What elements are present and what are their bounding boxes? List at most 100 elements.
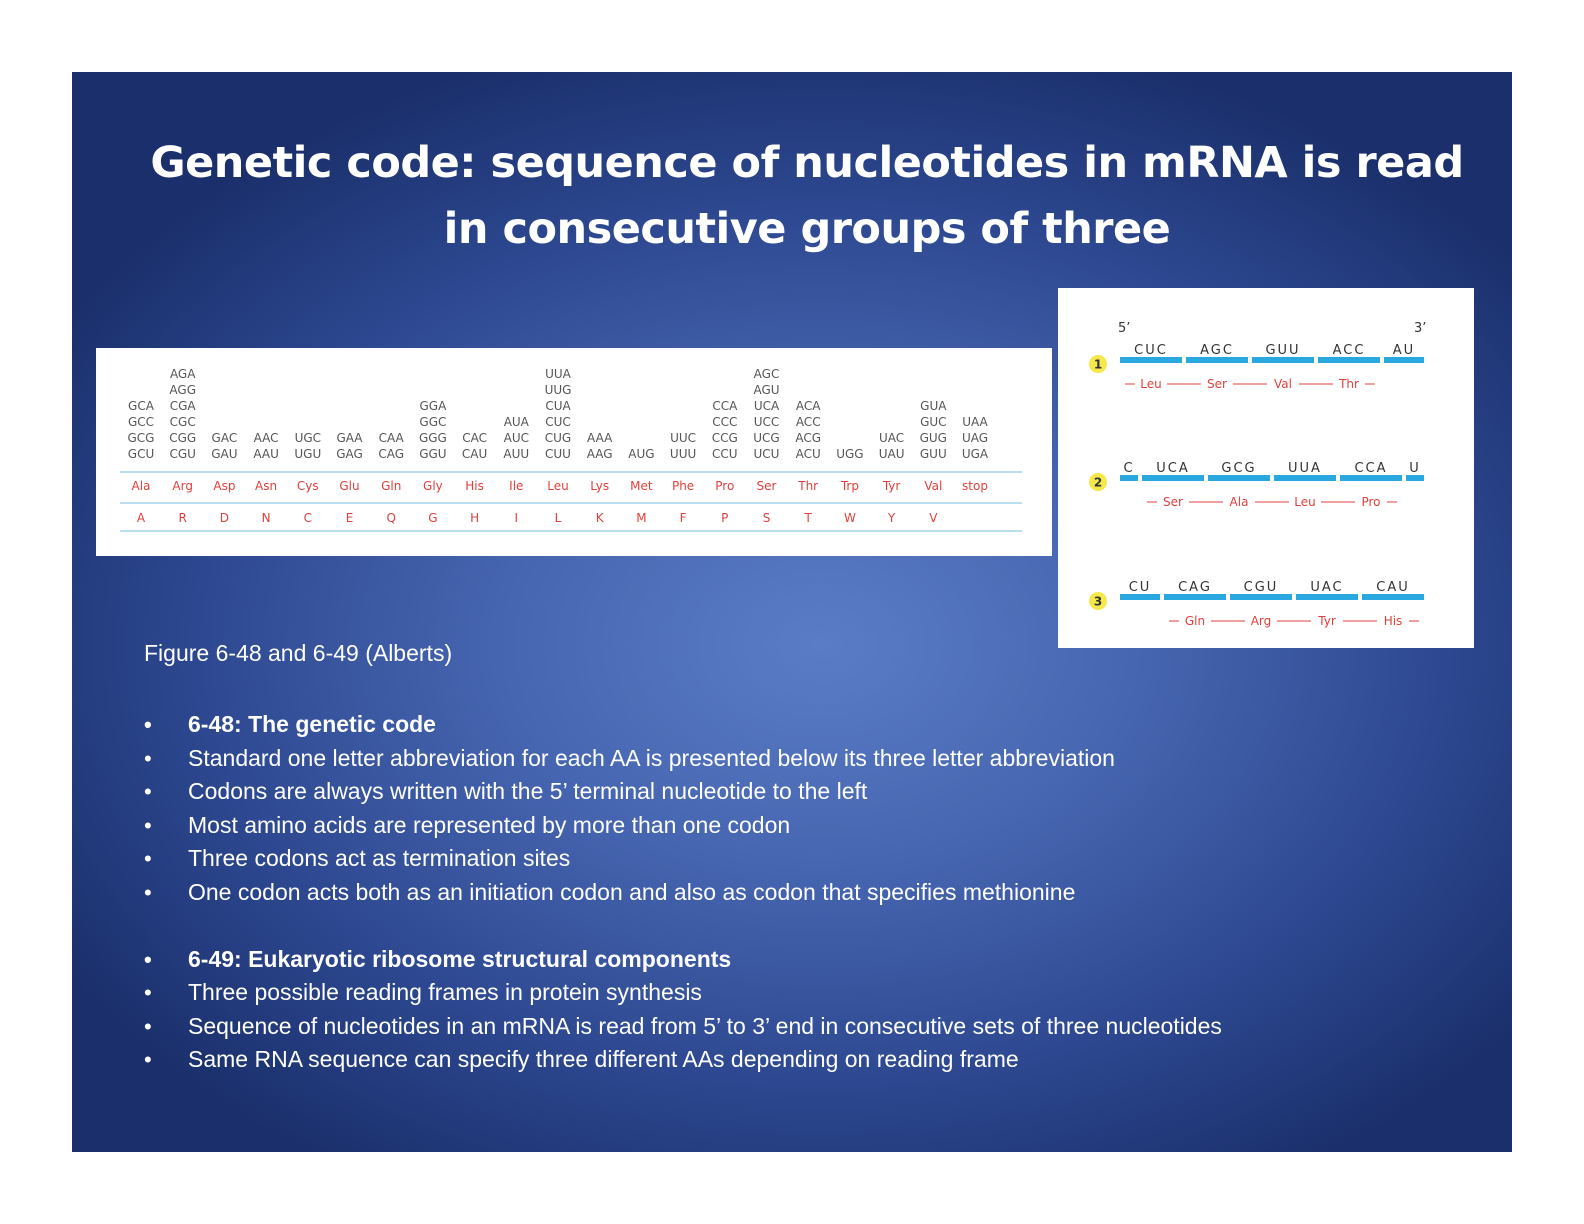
rna-codon-bar	[1384, 357, 1424, 363]
codon-label: AAA	[587, 431, 613, 445]
codon-label: GCU	[128, 447, 154, 461]
rna-codon-bar	[1120, 475, 1138, 481]
frame-number-badge	[1089, 592, 1107, 610]
codon-label: GCG	[128, 431, 155, 445]
codon-label: UUG	[545, 383, 572, 397]
amino-acid-1letter: F	[680, 511, 687, 525]
codon-label: GGG	[419, 431, 447, 445]
amino-acid-3letter: Glu	[339, 479, 359, 493]
amino-acid-backdrop	[1201, 376, 1233, 390]
amino-acid-1letter: I	[515, 511, 519, 525]
codon-label: CCU	[712, 447, 738, 461]
codon-label: CAC	[462, 431, 487, 445]
rna-codon-bar	[1362, 594, 1424, 600]
codon-label: AGA	[170, 367, 196, 381]
amino-acid-3letter: Ala	[132, 479, 151, 493]
codon-label: CU	[1129, 580, 1152, 595]
amino-acid-3letter: Arg	[172, 479, 193, 493]
codon-label: GAU	[211, 447, 237, 461]
amino-acid-3letter: Tyr	[882, 479, 901, 493]
codon-label: U	[1409, 461, 1421, 476]
codon-label: AUG	[628, 447, 654, 461]
amino-acid-3letter: Ile	[509, 479, 523, 493]
codon-label: AGC	[1200, 343, 1234, 358]
codon-label: AGC	[754, 367, 780, 381]
codon-label: AAU	[253, 447, 279, 461]
five-prime-label: 5’	[1118, 321, 1130, 336]
amino-acid-label: Tyr	[1317, 614, 1336, 628]
amino-acid-1letter: R	[179, 511, 187, 525]
amino-acid-3letter: Gly	[423, 479, 443, 493]
bullet-item: Sequence of nucleotides in an mRNA is re…	[144, 1010, 1222, 1044]
rna-codon-bar	[1164, 594, 1226, 600]
slide-title-line-2: in consecutive groups of three	[443, 204, 1171, 254]
frame-number-badge	[1089, 473, 1107, 491]
codon-label: CGG	[169, 431, 196, 445]
rna-codon-bar	[1120, 357, 1182, 363]
amino-acid-backdrop	[1333, 376, 1365, 390]
rna-codon-bar	[1340, 475, 1402, 481]
amino-acid-label: Thr	[1338, 377, 1359, 391]
codon-label: AGG	[169, 383, 196, 397]
amino-acid-3letter: Trp	[840, 479, 859, 493]
codon-label: CUC	[545, 415, 571, 429]
amino-acid-3letter: His	[465, 479, 484, 493]
codon-label: CGU	[1244, 580, 1279, 595]
amino-acid-3letter: Lys	[590, 479, 609, 493]
amino-acid-3letter: Thr	[797, 479, 818, 493]
bullet-heading-6-48: 6-48: The genetic code	[144, 708, 1222, 742]
codon-label: ACA	[796, 399, 821, 413]
codon-label: UGG	[836, 447, 863, 461]
codon-label: GAC	[212, 431, 238, 445]
codon-label: CCA	[1354, 461, 1387, 476]
amino-acid-3letter: Cys	[297, 479, 319, 493]
frame-number: 3	[1094, 595, 1102, 609]
amino-acid-1letter: S	[763, 511, 771, 525]
codon-label: ACG	[795, 431, 821, 445]
rna-codon-bar	[1230, 594, 1292, 600]
three-prime-label: 3’	[1414, 321, 1426, 336]
codon-label: UAU	[879, 447, 905, 461]
amino-acid-3letter: Pro	[715, 479, 734, 493]
amino-acid-backdrop	[1267, 376, 1299, 390]
amino-acid-backdrop	[1355, 494, 1387, 508]
amino-acid-1letter: P	[721, 511, 728, 525]
slide: Genetic code: sequence of nucleotides in…	[72, 72, 1512, 1152]
rna-codon-bar	[1406, 475, 1424, 481]
figure-caption: Figure 6-48 and 6-49 (Alberts)	[144, 640, 453, 666]
rna-codon-bar	[1142, 475, 1204, 481]
amino-acid-label: His	[1384, 614, 1403, 628]
codon-label: CAU	[462, 447, 487, 461]
codon-label: GGA	[419, 399, 447, 413]
amino-acid-1letter: Q	[386, 511, 395, 525]
codon-label: UGC	[295, 431, 321, 445]
amino-acid-backdrop	[1179, 613, 1211, 627]
codon-label: UCC	[754, 415, 780, 429]
codon-label: UAC	[1310, 580, 1343, 595]
codon-label: GUA	[920, 399, 947, 413]
slide-title: Genetic code: sequence of nucleotides in…	[112, 130, 1502, 262]
frame-number: 2	[1094, 476, 1102, 490]
codon-label: GCC	[128, 415, 154, 429]
amino-acid-3letter: Val	[924, 479, 942, 493]
codon-label: CCC	[712, 415, 737, 429]
amino-acid-backdrop	[1135, 376, 1167, 390]
amino-acid-3letter: Phe	[672, 479, 694, 493]
amino-acid-1letter: V	[929, 511, 938, 525]
codon-label: UCA	[1156, 461, 1190, 476]
slide-title-line-1: Genetic code: sequence of nucleotides in…	[150, 138, 1464, 188]
codon-label: GUG	[920, 431, 947, 445]
codon-label: GGC	[419, 415, 446, 429]
rna-codon-bar	[1296, 594, 1358, 600]
amino-acid-3letter: stop	[962, 479, 988, 493]
codon-label: GUU	[1265, 343, 1300, 358]
codon-label: UGA	[962, 447, 989, 461]
codon-label: UCG	[753, 431, 779, 445]
codon-label: CAG	[378, 447, 404, 461]
codon-label: CCA	[712, 399, 738, 413]
codon-label: CUG	[545, 431, 571, 445]
codon-label: GCA	[128, 399, 155, 413]
amino-acid-backdrop	[1311, 613, 1343, 627]
frame-number-badge	[1089, 355, 1107, 373]
